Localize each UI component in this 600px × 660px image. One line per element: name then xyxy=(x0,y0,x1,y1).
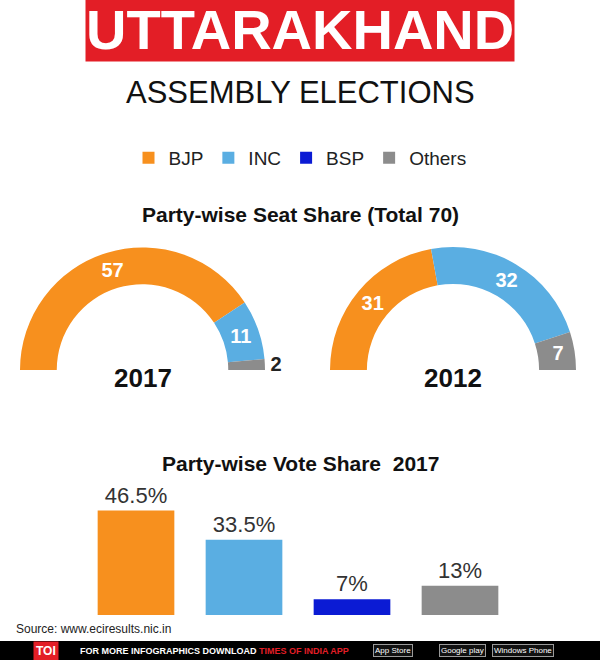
svg-text:2: 2 xyxy=(270,353,281,375)
svg-text:11: 11 xyxy=(230,325,251,347)
svg-text:2017: 2017 xyxy=(114,363,172,393)
svg-text:Google play: Google play xyxy=(441,646,484,655)
svg-text:2012: 2012 xyxy=(424,363,482,393)
svg-text:31: 31 xyxy=(362,292,384,314)
svg-text:7%: 7% xyxy=(336,571,368,596)
svg-text:13%: 13% xyxy=(438,558,482,583)
svg-text:TOI: TOI xyxy=(36,644,56,658)
svg-text:Party-wise Vote Share 2017: Party-wise Vote Share 2017 xyxy=(162,452,439,475)
svg-text:32: 32 xyxy=(495,269,517,291)
svg-text:Others: Others xyxy=(409,148,466,169)
svg-text:Windows Phone: Windows Phone xyxy=(494,646,552,655)
svg-text:Source: www.eciresults.nic.in: Source: www.eciresults.nic.in xyxy=(16,622,171,636)
svg-text:BJP: BJP xyxy=(169,148,204,169)
svg-text:Party-wise Seat Share (Total 7: Party-wise Seat Share (Total 70) xyxy=(142,203,459,226)
svg-text:33.5%: 33.5% xyxy=(213,512,275,537)
svg-text:BSP: BSP xyxy=(326,148,364,169)
svg-text:ASSEMBLY ELECTIONS: ASSEMBLY ELECTIONS xyxy=(126,75,475,110)
svg-text:App Store: App Store xyxy=(375,646,411,655)
svg-text:57: 57 xyxy=(101,259,123,281)
svg-text:INC: INC xyxy=(248,148,281,169)
svg-text:46.5%: 46.5% xyxy=(105,483,167,508)
svg-text:7: 7 xyxy=(552,342,563,364)
svg-text:FOR MORE INFOGRAPHICS DOWNLOAD: FOR MORE INFOGRAPHICS DOWNLOAD TIMES OF … xyxy=(80,646,349,656)
svg-text:UTTARAKHAND: UTTARAKHAND xyxy=(86,0,514,61)
